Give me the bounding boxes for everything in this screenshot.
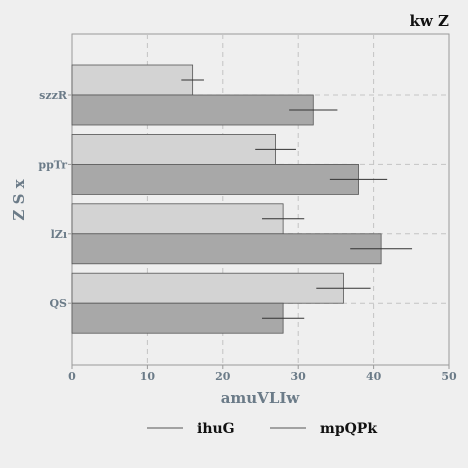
x-axis-title: amuVLIw — [221, 389, 301, 407]
x-axis-ticks: 0 10 20 30 40 50 — [68, 365, 457, 383]
y-tick-label: szzR — [39, 89, 68, 102]
bars — [71, 64, 382, 334]
legend-label-ihuG: ihuG — [197, 421, 235, 437]
y-axis-title: Z S x — [10, 178, 28, 220]
bar-mpQPk-QS — [71, 302, 284, 334]
y-axis-ticks: szzR ppTr lZı QS — [38, 89, 72, 310]
error-bars — [181, 79, 413, 319]
x-tick-label: 0 — [68, 370, 76, 383]
x-tick-label: 50 — [441, 370, 457, 383]
bar-mpQPk-szzR — [71, 94, 314, 126]
legend: ihuG mpQPk — [147, 421, 377, 437]
x-tick-label: 10 — [140, 370, 156, 383]
bar-ihuG-QS — [71, 272, 344, 304]
bar-ihuG-szzR — [71, 64, 194, 96]
chart-title: kw Z — [410, 12, 450, 30]
bar-ihuG-lZı — [71, 203, 284, 235]
bar-mpQPk-ppTr — [71, 163, 359, 195]
y-tick-label: lZı — [51, 228, 67, 241]
legend-label-mpQPk: mpQPk — [320, 421, 377, 437]
bar-mpQPk-lZı — [71, 233, 382, 265]
x-tick-label: 40 — [366, 370, 382, 383]
x-tick-label: 30 — [291, 370, 307, 383]
bar-ihuG-ppTr — [71, 133, 276, 165]
y-tick-label: QS — [49, 297, 67, 310]
y-tick-label: ppTr — [38, 158, 67, 171]
x-tick-label: 20 — [215, 370, 231, 383]
